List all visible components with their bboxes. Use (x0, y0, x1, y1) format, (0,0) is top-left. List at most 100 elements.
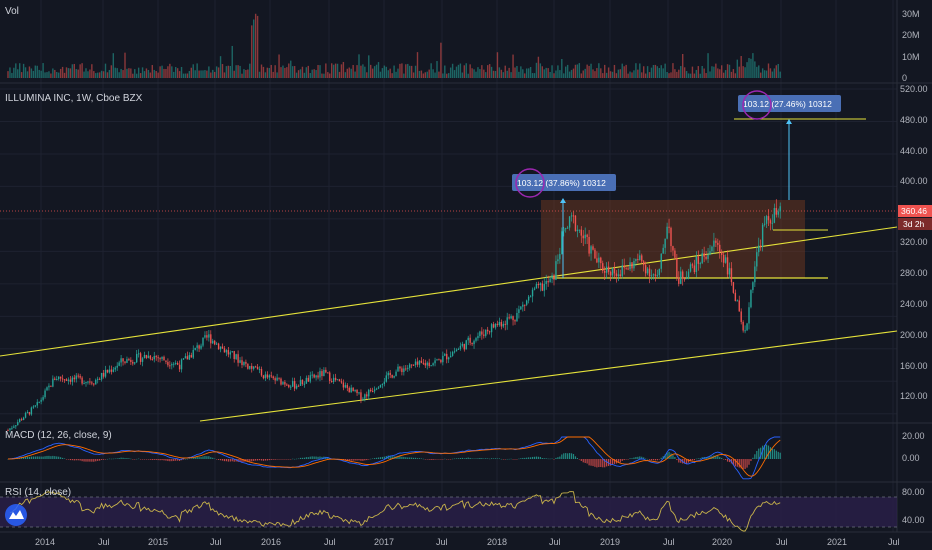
macd-histogram-bar (225, 459, 227, 462)
macd-histogram-bar (611, 459, 614, 465)
macd-histogram-bar (7, 459, 9, 460)
macd-histogram-bar (707, 456, 709, 459)
volume-bar (65, 67, 68, 78)
volume-bar (664, 63, 666, 78)
volume-bar (108, 69, 111, 78)
volume-bar (352, 64, 354, 78)
volume-bar (251, 25, 253, 79)
volume-bar (340, 64, 343, 78)
candle-body (379, 385, 382, 388)
candle-body (609, 271, 612, 276)
volume-bar (348, 67, 350, 78)
volume-bar (202, 70, 204, 78)
candle-body (77, 375, 79, 377)
macd-histogram-bar (779, 452, 781, 459)
candle-body (535, 283, 538, 289)
volume-bar (286, 67, 288, 78)
macd-histogram-bar (71, 459, 73, 461)
macd-histogram-bar (321, 456, 323, 459)
candle-body (639, 255, 641, 261)
volume-bar (711, 66, 713, 78)
volume-bar (46, 72, 48, 78)
volume-bar (26, 71, 29, 78)
candle-body (722, 254, 725, 263)
macd-histogram-bar (130, 458, 132, 460)
macd-histogram-bar (670, 453, 672, 459)
macd-histogram-bar (140, 459, 142, 460)
candle-body (685, 278, 688, 280)
macd-histogram-bar (500, 458, 502, 460)
range-box[interactable] (541, 200, 805, 278)
macd-histogram-bar (143, 459, 146, 460)
volume-bar (451, 63, 454, 78)
macd-histogram-bar (654, 459, 656, 461)
price-axis-label: 320.00 (900, 237, 928, 247)
volume-axis: 30M 20M 10M 0 (902, 9, 920, 83)
candle-body (141, 358, 144, 362)
candle-body (120, 358, 122, 363)
macd-histogram-bar (28, 456, 31, 459)
macd-histogram-bar (469, 457, 471, 459)
measure-label-2[interactable]: 103.12 (27.46%) 10312 (738, 90, 841, 120)
macd-histogram-bar (619, 459, 621, 463)
volume-bar (69, 68, 72, 78)
highlight-circle-2 (742, 90, 772, 120)
macd-histogram-bar (535, 456, 538, 459)
candle-body (409, 364, 411, 368)
candle-body (602, 263, 604, 271)
volume-bar (221, 64, 224, 78)
macd-histogram-bar (60, 457, 62, 459)
volume-bar (668, 73, 670, 78)
volume-bar (44, 72, 46, 78)
volume-bar (590, 63, 592, 78)
macd-axis-label: 0.00 (902, 453, 920, 463)
candle-body (496, 323, 499, 326)
price-axis-label: 480.00 (900, 115, 928, 125)
macd-histogram-bar (303, 457, 305, 459)
volume-bar (492, 70, 495, 78)
candle-body (721, 252, 723, 255)
candle-body (165, 360, 167, 362)
volume-bar (683, 67, 686, 78)
measure-label-1[interactable]: 103.12 (37.86%) 10312 (512, 168, 616, 198)
macd-histogram-bar (553, 459, 555, 460)
volume-bar (268, 68, 270, 78)
candle-body (350, 387, 352, 393)
candle-body (574, 215, 577, 232)
lower-trendline[interactable] (199, 330, 898, 422)
candle-body (175, 362, 177, 364)
macd-histogram-bar (216, 459, 218, 460)
tradingview-logo[interactable] (5, 504, 27, 526)
volume-bar (366, 72, 368, 78)
volume-bar (629, 71, 631, 78)
time-label: 2020 (712, 537, 732, 547)
candle-body (377, 387, 380, 389)
macd-histogram-bar (582, 459, 584, 463)
macd-histogram-bar (750, 459, 752, 462)
macd-histogram-bar (442, 459, 444, 460)
candle-body (237, 354, 239, 363)
macd-histogram-bar (691, 459, 694, 461)
macd-histogram-bar (264, 459, 266, 461)
macd-histogram-bar (83, 459, 85, 462)
candle-body (352, 387, 354, 392)
volume-bar (278, 54, 280, 78)
macd-histogram-bar (253, 459, 255, 461)
upper-trendline[interactable] (0, 226, 898, 357)
macd-histogram-bar (773, 449, 775, 459)
candle-body (487, 329, 489, 332)
volume-bar (481, 65, 483, 78)
macd-histogram-bar (756, 450, 758, 459)
candle-body (48, 385, 50, 388)
volume-bar (771, 71, 774, 78)
volume-bar (299, 69, 302, 78)
macd-histogram-bar (471, 458, 473, 459)
macd-histogram-bar (97, 459, 99, 461)
volume-bar (116, 68, 118, 78)
macd-histogram-bar (268, 459, 270, 461)
candle-body (163, 356, 165, 361)
price-axis-label: 440.00 (900, 146, 928, 156)
macd-histogram-bar (266, 459, 268, 461)
volume-bar (338, 71, 341, 78)
